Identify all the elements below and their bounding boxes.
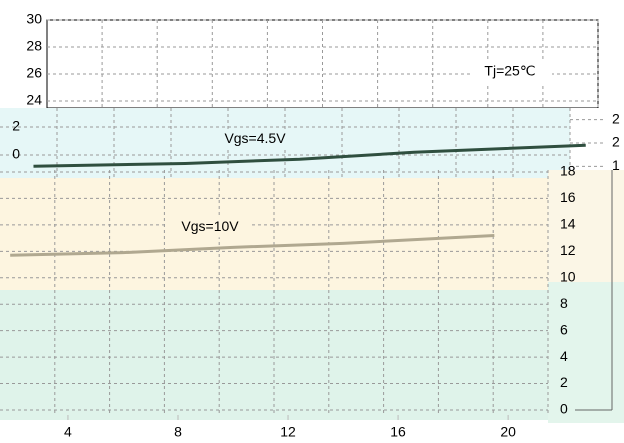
y-tick-label: 12 — [560, 242, 576, 258]
x-tick-label: 16 — [390, 424, 406, 440]
x-tick-label: 12 — [280, 424, 296, 440]
series-line — [33, 143, 586, 168]
annotation: Tj=25℃ — [484, 63, 535, 79]
x-tick-label: 20 — [500, 424, 516, 440]
y2-tick-label: 2 — [612, 110, 620, 126]
y-tick-label: 2 — [560, 374, 568, 390]
x-tick-label: 8 — [174, 424, 182, 440]
series-label-bg — [168, 217, 252, 238]
y-tick-label: 26 — [26, 65, 42, 81]
series-line — [10, 233, 495, 257]
y-tick-label: 6 — [560, 321, 568, 337]
y2-tick-label: 2 — [612, 134, 620, 150]
axis-panel-lower — [548, 282, 624, 423]
axis-panel — [570, 108, 624, 170]
y-tick-label: 10 — [560, 268, 576, 284]
y-tick-label: 18 — [560, 163, 576, 179]
y-tick-label: 24 — [26, 92, 42, 108]
y-tick-label: 4 — [560, 348, 568, 364]
y-tick-label: 0 — [12, 146, 20, 162]
y2-tick-label: 1 — [612, 157, 620, 173]
annotation-bg — [470, 60, 552, 84]
series-label-bg — [213, 129, 297, 150]
y-tick-label: 0 — [560, 401, 568, 417]
x-tick-label: 4 — [64, 424, 72, 440]
y-tick-label: 28 — [26, 38, 42, 54]
y-tick-label: 14 — [560, 216, 576, 232]
series-label: Vgs=4.5V — [224, 130, 286, 146]
y-tick-label: 8 — [560, 295, 568, 311]
y-tick-label: 30 — [26, 11, 42, 27]
series-label: Vgs=10V — [181, 218, 239, 234]
y-tick-label: 16 — [560, 189, 576, 205]
y-tick-label: 2 — [12, 118, 20, 134]
